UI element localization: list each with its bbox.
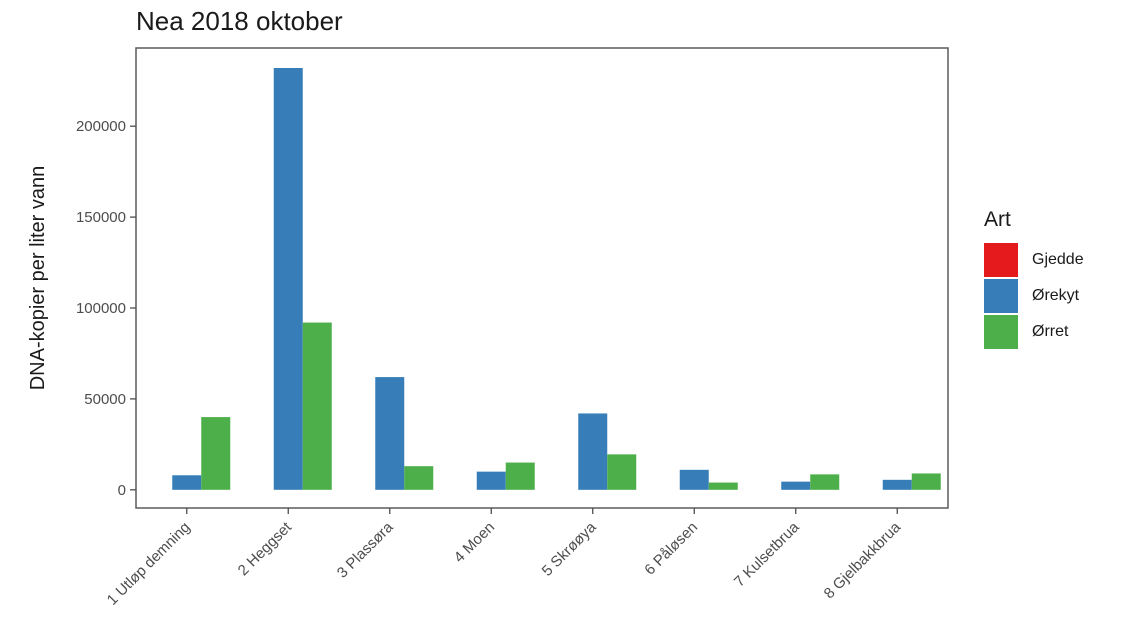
y-axis-title: DNA-kopier per liter vann xyxy=(27,166,49,391)
bar-orret-2 xyxy=(302,322,332,490)
legend-swatch-orret xyxy=(984,315,1018,349)
x-tick-label-4: 4 Moen xyxy=(451,519,498,566)
x-tick-label-1: 1 Utløp demning xyxy=(104,519,194,609)
legend-swatch-orekyt xyxy=(984,279,1018,313)
y-tick-label: 100000 xyxy=(76,300,126,317)
legend-item-gjedde: Gjedde xyxy=(984,242,1084,278)
y-tick-label: 150000 xyxy=(76,209,126,226)
x-tick-label-2: 2 Heggset xyxy=(235,518,296,579)
bar-orret-8 xyxy=(911,473,941,490)
y-tick-label: 200000 xyxy=(76,118,126,135)
bar-orekyt-8 xyxy=(882,479,912,490)
bar-orekyt-5 xyxy=(578,413,608,490)
legend-title: Art xyxy=(984,208,1011,231)
bar-orekyt-7 xyxy=(781,481,811,490)
y-tick-label: 50000 xyxy=(84,391,126,408)
legend-label-gjedde: Gjedde xyxy=(1032,251,1084,268)
x-tick-label-6: 6 Påløsen xyxy=(641,519,701,579)
bar-orret-3 xyxy=(404,466,434,490)
x-tick-label-5: 5 Skrøøya xyxy=(539,518,600,579)
bars-layer xyxy=(172,68,941,490)
bar-orekyt-3 xyxy=(375,377,405,490)
x-tick-label-8: 8 Gjelbakkbrua xyxy=(821,518,905,602)
x-tick-label-7: 7 Kulsetbrua xyxy=(731,518,803,590)
bar-orret-4 xyxy=(505,462,535,490)
y-tick-label: 0 xyxy=(118,482,126,499)
bar-orret-7 xyxy=(810,474,840,490)
bar-orekyt-4 xyxy=(476,471,506,490)
chart-title: Nea 2018 oktober xyxy=(136,6,343,36)
legend-label-orret: Ørret xyxy=(1032,323,1069,340)
bar-orekyt-2 xyxy=(273,68,303,490)
bar-orekyt-6 xyxy=(679,469,709,490)
x-tick-label-3: 3 Plassøra xyxy=(334,518,397,581)
x-axis: 1 Utløp demning 2 Heggset 3 Plassøra 4 Moen… xyxy=(104,508,905,609)
bar-orekyt-1 xyxy=(172,475,202,490)
y-axis: 0 50000 100000 150000 200000 xyxy=(76,118,136,499)
bar-orret-5 xyxy=(607,454,637,490)
bar-orret-1 xyxy=(201,417,231,490)
legend-swatch-gjedde xyxy=(984,243,1018,277)
legend-item-orret: Ørret xyxy=(984,314,1084,350)
bar-orret-6 xyxy=(708,482,738,490)
legend: Art Gjedde Ørekyt Ørret xyxy=(984,208,1084,350)
legend-item-orekyt: Ørekyt xyxy=(984,278,1084,314)
plot-panel xyxy=(135,47,949,509)
legend-label-orekyt: Ørekyt xyxy=(1032,287,1080,304)
